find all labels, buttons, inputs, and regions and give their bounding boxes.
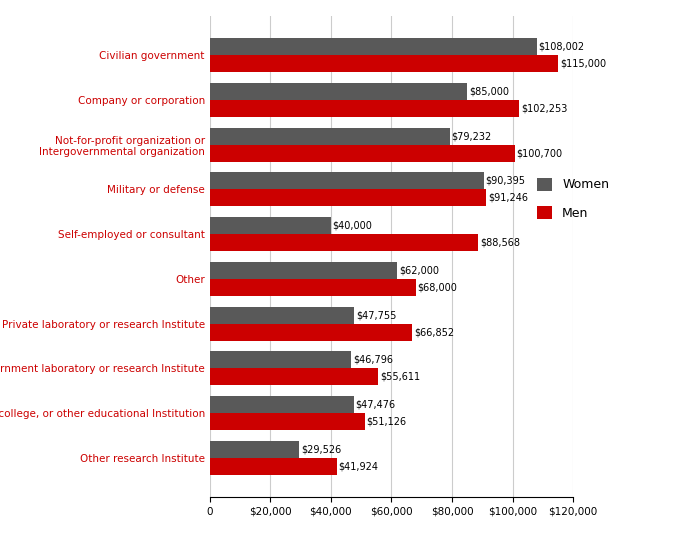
Bar [210,262,398,279]
Text: $108,002: $108,002 [539,42,585,51]
Bar [210,279,416,296]
Bar [210,396,354,413]
Bar [210,413,365,430]
Text: $51,126: $51,126 [366,417,407,427]
Bar [210,323,412,341]
Text: $115,000: $115,000 [560,58,606,69]
Text: $88,568: $88,568 [480,238,520,248]
Bar [210,441,299,458]
Text: $68,000: $68,000 [417,282,457,292]
Text: $41,924: $41,924 [338,462,378,471]
Text: $90,395: $90,395 [485,176,526,186]
Bar [210,127,449,145]
Bar [210,38,537,55]
Text: $102,253: $102,253 [521,103,568,113]
Bar [210,458,337,475]
Bar [210,145,514,161]
Text: $40,000: $40,000 [333,221,373,231]
Text: $47,476: $47,476 [355,400,396,410]
Text: $91,246: $91,246 [488,193,528,203]
Text: $66,852: $66,852 [414,327,454,337]
Bar [210,368,378,386]
Text: $55,611: $55,611 [380,372,420,382]
Text: $47,755: $47,755 [356,310,396,320]
Bar [210,55,558,72]
Text: $100,700: $100,700 [517,148,563,158]
Bar [210,217,331,234]
Bar [210,234,478,251]
Bar [210,172,484,190]
Text: $85,000: $85,000 [469,86,509,96]
Text: $46,796: $46,796 [353,355,394,365]
Bar [210,307,354,323]
Bar [210,100,519,117]
Bar [210,83,467,100]
Bar [210,190,486,206]
Legend: Women, Men: Women, Men [532,173,614,225]
Text: $62,000: $62,000 [399,265,439,275]
Text: $79,232: $79,232 [452,131,492,141]
Text: $29,526: $29,526 [301,444,341,455]
Bar [210,352,352,368]
